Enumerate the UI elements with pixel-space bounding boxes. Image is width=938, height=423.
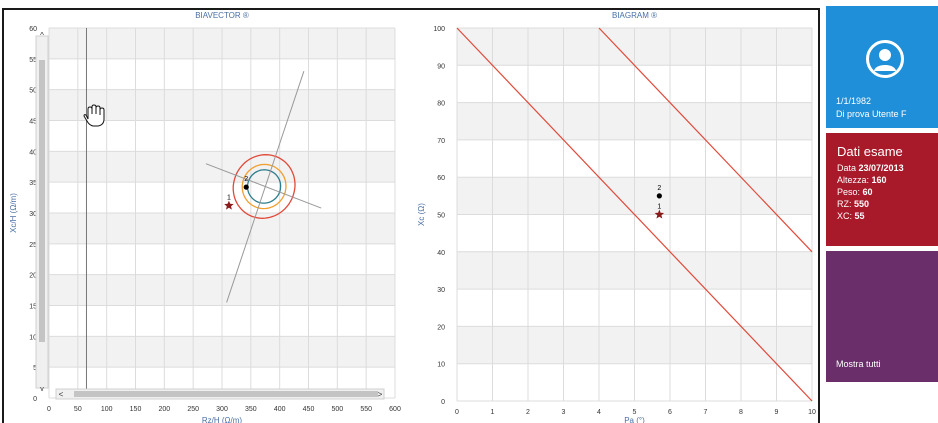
x-axis-label: Pa (°): [624, 416, 645, 423]
ellipse-axis-line: [205, 163, 322, 209]
charts-svg: 0 50 100 150 200 250 300 350 400 450 500 550 6000510…: [9, 11, 816, 423]
x-tick-label: 4: [597, 409, 601, 416]
exam-title: Dati esame: [837, 144, 903, 159]
y-tick-label: 100: [433, 26, 445, 33]
y-axis-label: Xc/H (Ω/m): [9, 193, 18, 233]
exam-row-height: Altezza: 160: [837, 175, 887, 185]
x-tick-label: 600: [389, 406, 401, 413]
y-tick-label: 10: [437, 362, 445, 369]
biagram-point-label-1: 1: [657, 204, 661, 211]
y-tick-label: 55: [29, 57, 37, 64]
show-all-label: Mostra tutti: [836, 359, 881, 369]
plot-2: [456, 27, 813, 402]
biagram-guide-line: [598, 27, 813, 253]
x-tick-label: 10: [808, 409, 816, 416]
exam-row-xc: XC: 55: [837, 211, 865, 221]
x-tick-label: 250: [187, 406, 199, 413]
x-tick-label: 3: [562, 409, 566, 416]
y-tick-label: 30: [29, 211, 37, 218]
x-tick-label: 0: [47, 406, 51, 413]
x-tick-label: 50: [74, 406, 82, 413]
x-tick-label: 1: [491, 409, 495, 416]
x-tick-label: 5: [633, 409, 637, 416]
x-tick-label: 150: [130, 406, 142, 413]
biavector-point-label-1: 1: [227, 195, 231, 202]
x-tick-label: 9: [775, 409, 779, 416]
user-name: Di prova Utente F: [836, 109, 907, 119]
x-tick-label: 200: [158, 406, 170, 413]
biagram-point-label-2: 2: [657, 185, 661, 192]
biavector-point-star-1: [224, 200, 234, 210]
y-tick-label: 25: [29, 242, 37, 249]
exam-data-tile[interactable]: Dati esame Data 23/07/2013 Altezza: 160 …: [826, 133, 938, 246]
x-tick-label: 2: [526, 409, 530, 416]
y-tick-label: 0: [33, 396, 37, 403]
x-tick-label: 8: [739, 409, 743, 416]
x-tick-label: 450: [303, 406, 315, 413]
y-tick-label: 10: [29, 334, 37, 341]
y-tick-label: 70: [437, 138, 445, 145]
x-tick-label: 400: [274, 406, 286, 413]
y-tick-label: 60: [437, 175, 445, 182]
x-tick-label: 500: [331, 406, 343, 413]
exam-row-rz: RZ: 550: [837, 199, 870, 209]
user-birth-date: 1/1/1982: [836, 96, 872, 106]
tolerance-ellipse-75%: [241, 163, 287, 210]
biavector-point-dot-2: [243, 184, 249, 190]
user-avatar-icon: [866, 40, 904, 78]
scroll-down-icon: v: [40, 386, 44, 393]
y-tick-label: 35: [29, 180, 37, 187]
y-tick-label: 40: [29, 149, 37, 156]
biavector-point-label-2: 2: [244, 176, 248, 183]
vertical-scrollbar[interactable]: [35, 35, 49, 389]
y-tick-label: 20: [29, 273, 37, 280]
y-axis-label: Xc (Ω): [417, 203, 426, 226]
y-tick-label: 5: [33, 365, 37, 372]
y-tick-label: 40: [437, 250, 445, 257]
plot-1: [48, 27, 396, 399]
chart-title: BIAVECTOR ®: [195, 11, 249, 20]
y-tick-label: 60: [29, 26, 37, 33]
y-tick-label: 50: [437, 213, 445, 220]
hand-cursor-icon: [83, 104, 105, 127]
chart-title: BIAGRAM ®: [612, 11, 657, 20]
x-tick-label: 6: [668, 409, 672, 416]
biagram-point-star-1: [654, 209, 665, 219]
x-tick-label: 350: [245, 406, 257, 413]
x-tick-label: 300: [216, 406, 228, 413]
exam-row-weight: Peso: 60: [837, 187, 873, 197]
scroll-right-icon: >: [378, 390, 383, 399]
x-tick-label: 100: [101, 406, 113, 413]
y-tick-label: 0: [441, 399, 445, 406]
y-tick-label: 45: [29, 119, 37, 126]
y-tick-label: 20: [437, 324, 445, 331]
tolerance-ellipse-95%: [232, 154, 296, 219]
y-tick-label: 80: [437, 101, 445, 108]
user-tile[interactable]: 1/1/1982 Di prova Utente F: [826, 6, 938, 128]
horizontal-scroll-thumb: [74, 391, 378, 397]
biagram-point-dot-2: [656, 193, 662, 199]
x-tick-label: 0: [455, 409, 459, 416]
vertical-scroll-thumb: [39, 60, 45, 342]
show-all-tile[interactable]: Mostra tutti: [826, 251, 938, 382]
y-tick-label: 15: [29, 304, 37, 311]
x-axis-label: Rz/H (Ω/m): [202, 416, 243, 423]
exam-row-date: Data 23/07/2013: [837, 163, 904, 173]
y-tick-label: 50: [29, 88, 37, 95]
y-tick-label: 90: [437, 63, 445, 70]
scroll-left-icon: <: [59, 390, 64, 399]
y-tick-label: 30: [437, 287, 445, 294]
horizontal-scrollbar[interactable]: [55, 388, 385, 400]
biagram-guide-line: [456, 27, 813, 402]
x-tick-label: 550: [360, 406, 372, 413]
x-tick-label: 7: [704, 409, 708, 416]
tolerance-ellipse-50%: [246, 169, 282, 204]
scroll-up-icon: ^: [40, 31, 44, 40]
